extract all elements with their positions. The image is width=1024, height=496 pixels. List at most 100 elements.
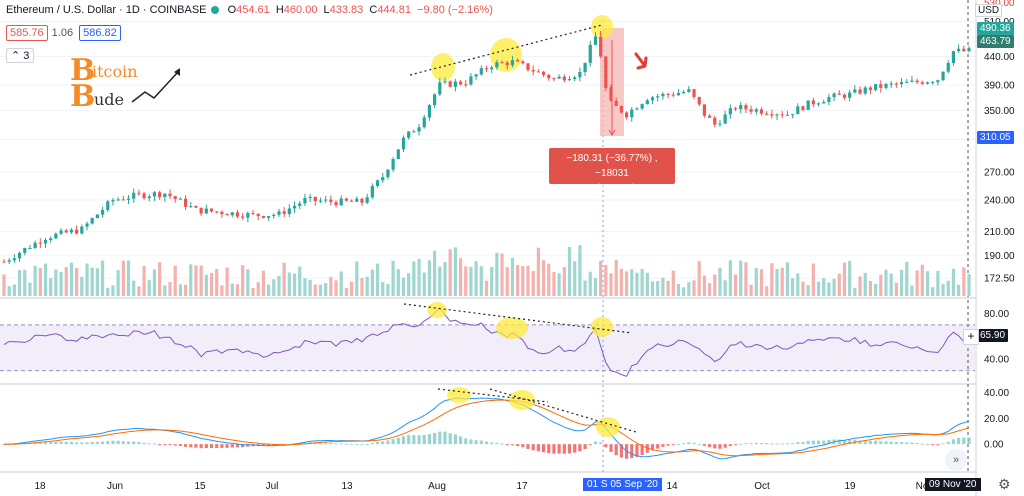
candle-body — [946, 62, 950, 72]
macd-histogram-bar — [381, 441, 385, 445]
macd-histogram-bar — [723, 444, 727, 448]
volume-bar — [707, 283, 712, 296]
candle-body — [75, 229, 79, 234]
ask-button[interactable]: 586.82 — [79, 25, 121, 41]
bitcoin-dude-logo: B itcoin B ude — [70, 56, 190, 112]
price-candles[interactable] — [2, 31, 971, 265]
candle-body — [889, 83, 893, 85]
rsi-pane[interactable] — [0, 302, 975, 377]
candle-body — [106, 201, 110, 211]
macd-histogram-bar — [640, 444, 644, 455]
symbol-title[interactable]: Ethereum / U.S. Dollar · 1D · COINBASE — [6, 4, 207, 16]
volume-bar — [427, 260, 432, 296]
add-alert-button[interactable]: + — [963, 329, 979, 345]
time-axis-label: 15 — [194, 481, 206, 492]
candle-body — [287, 208, 291, 215]
volume-bar — [132, 280, 136, 296]
macd-histogram-bar — [375, 442, 380, 445]
trend-drawings[interactable] — [403, 24, 648, 433]
volume-bar — [453, 247, 457, 296]
volume-bar — [521, 266, 525, 296]
price-axis-label: 210.00 — [984, 227, 1015, 238]
currency-label[interactable]: USD — [975, 4, 1003, 17]
volume-bar — [697, 261, 701, 296]
candle-body — [256, 213, 260, 217]
macd-histogram-bar — [106, 440, 110, 445]
candle-body — [23, 248, 27, 253]
macd-pane[interactable] — [2, 387, 971, 460]
volume-bar — [147, 280, 151, 296]
macd-histogram-bar — [962, 437, 966, 445]
candle-body — [100, 210, 105, 215]
time-axis-label: No — [916, 481, 929, 492]
candle-body — [780, 114, 784, 116]
macd-histogram-bar — [111, 440, 115, 445]
candle-body — [17, 252, 22, 259]
candle-body — [458, 81, 463, 85]
macd-histogram-bar — [49, 441, 53, 445]
volume-bar — [292, 273, 297, 296]
bid-button[interactable]: 585.76 — [6, 25, 48, 41]
price-tag-last: 463.79 — [977, 35, 1014, 48]
candle-body — [95, 214, 99, 219]
macd-histogram-bar — [126, 441, 131, 445]
macd-histogram-bar — [324, 442, 328, 445]
candle-body — [401, 137, 406, 150]
candle-body — [842, 94, 847, 98]
candle-body — [464, 84, 468, 86]
candle-body — [951, 51, 956, 63]
volume-bar — [868, 281, 873, 296]
volume-bar — [853, 287, 857, 296]
candle-body — [111, 200, 115, 202]
candle-body — [329, 199, 333, 203]
candle-body — [848, 92, 852, 98]
macd-histogram-bar — [225, 444, 229, 448]
indicators-collapse-button[interactable]: ⌃ 3 — [6, 48, 35, 63]
macd-histogram-bar — [417, 435, 421, 445]
candle-body — [661, 93, 665, 97]
macd-histogram-bar — [495, 442, 499, 445]
volume-bar — [80, 276, 84, 296]
macd-histogram-bar — [910, 442, 914, 445]
candle-body — [183, 198, 188, 207]
dotted-trend-line — [489, 388, 637, 433]
candle-body — [552, 78, 556, 80]
measure-tooltip: −180.31 (−36.77%) , −18031 4 bars, 4d — [549, 148, 675, 194]
volume-bar — [874, 283, 878, 296]
macd-histogram-bar — [801, 441, 805, 445]
rsi-axis-label: 40.00 — [984, 355, 1009, 366]
macd-histogram-bar — [453, 434, 457, 445]
macd-histogram-bar — [754, 442, 758, 445]
candle-body — [396, 149, 400, 160]
candle-body — [427, 105, 432, 118]
low-value: 433.83 — [329, 4, 364, 16]
candle-body — [251, 213, 255, 215]
macd-histogram-bar — [173, 444, 177, 446]
volume-bar — [158, 262, 162, 296]
volume-bar — [183, 284, 188, 296]
highlight-circle — [490, 38, 522, 72]
volume-bar — [661, 277, 665, 296]
volume-bar — [225, 267, 229, 296]
settings-gear-icon[interactable]: ⚙ — [998, 476, 1011, 492]
candle-body — [827, 97, 831, 103]
volume-bar — [889, 273, 893, 296]
crosshair-date-label: 01 S 05 Sep '20 — [583, 478, 662, 491]
volume-bar — [879, 274, 883, 296]
scroll-to-realtime-button[interactable]: » — [945, 449, 967, 471]
candle-body — [308, 196, 312, 198]
candle-body — [495, 62, 499, 68]
high-value: 460.00 — [283, 4, 318, 16]
macd-histogram-bar — [791, 443, 795, 445]
candle-body — [241, 216, 245, 218]
macd-histogram-bar — [199, 444, 203, 449]
candle-body — [80, 226, 84, 234]
candle-body — [650, 97, 655, 101]
candle-body — [858, 89, 862, 94]
candle-body — [303, 197, 307, 204]
volume-bar — [920, 264, 924, 296]
volume-bar — [59, 271, 63, 296]
macd-histogram-bar — [318, 442, 323, 445]
price-axis-label: 440.00 — [984, 52, 1015, 63]
